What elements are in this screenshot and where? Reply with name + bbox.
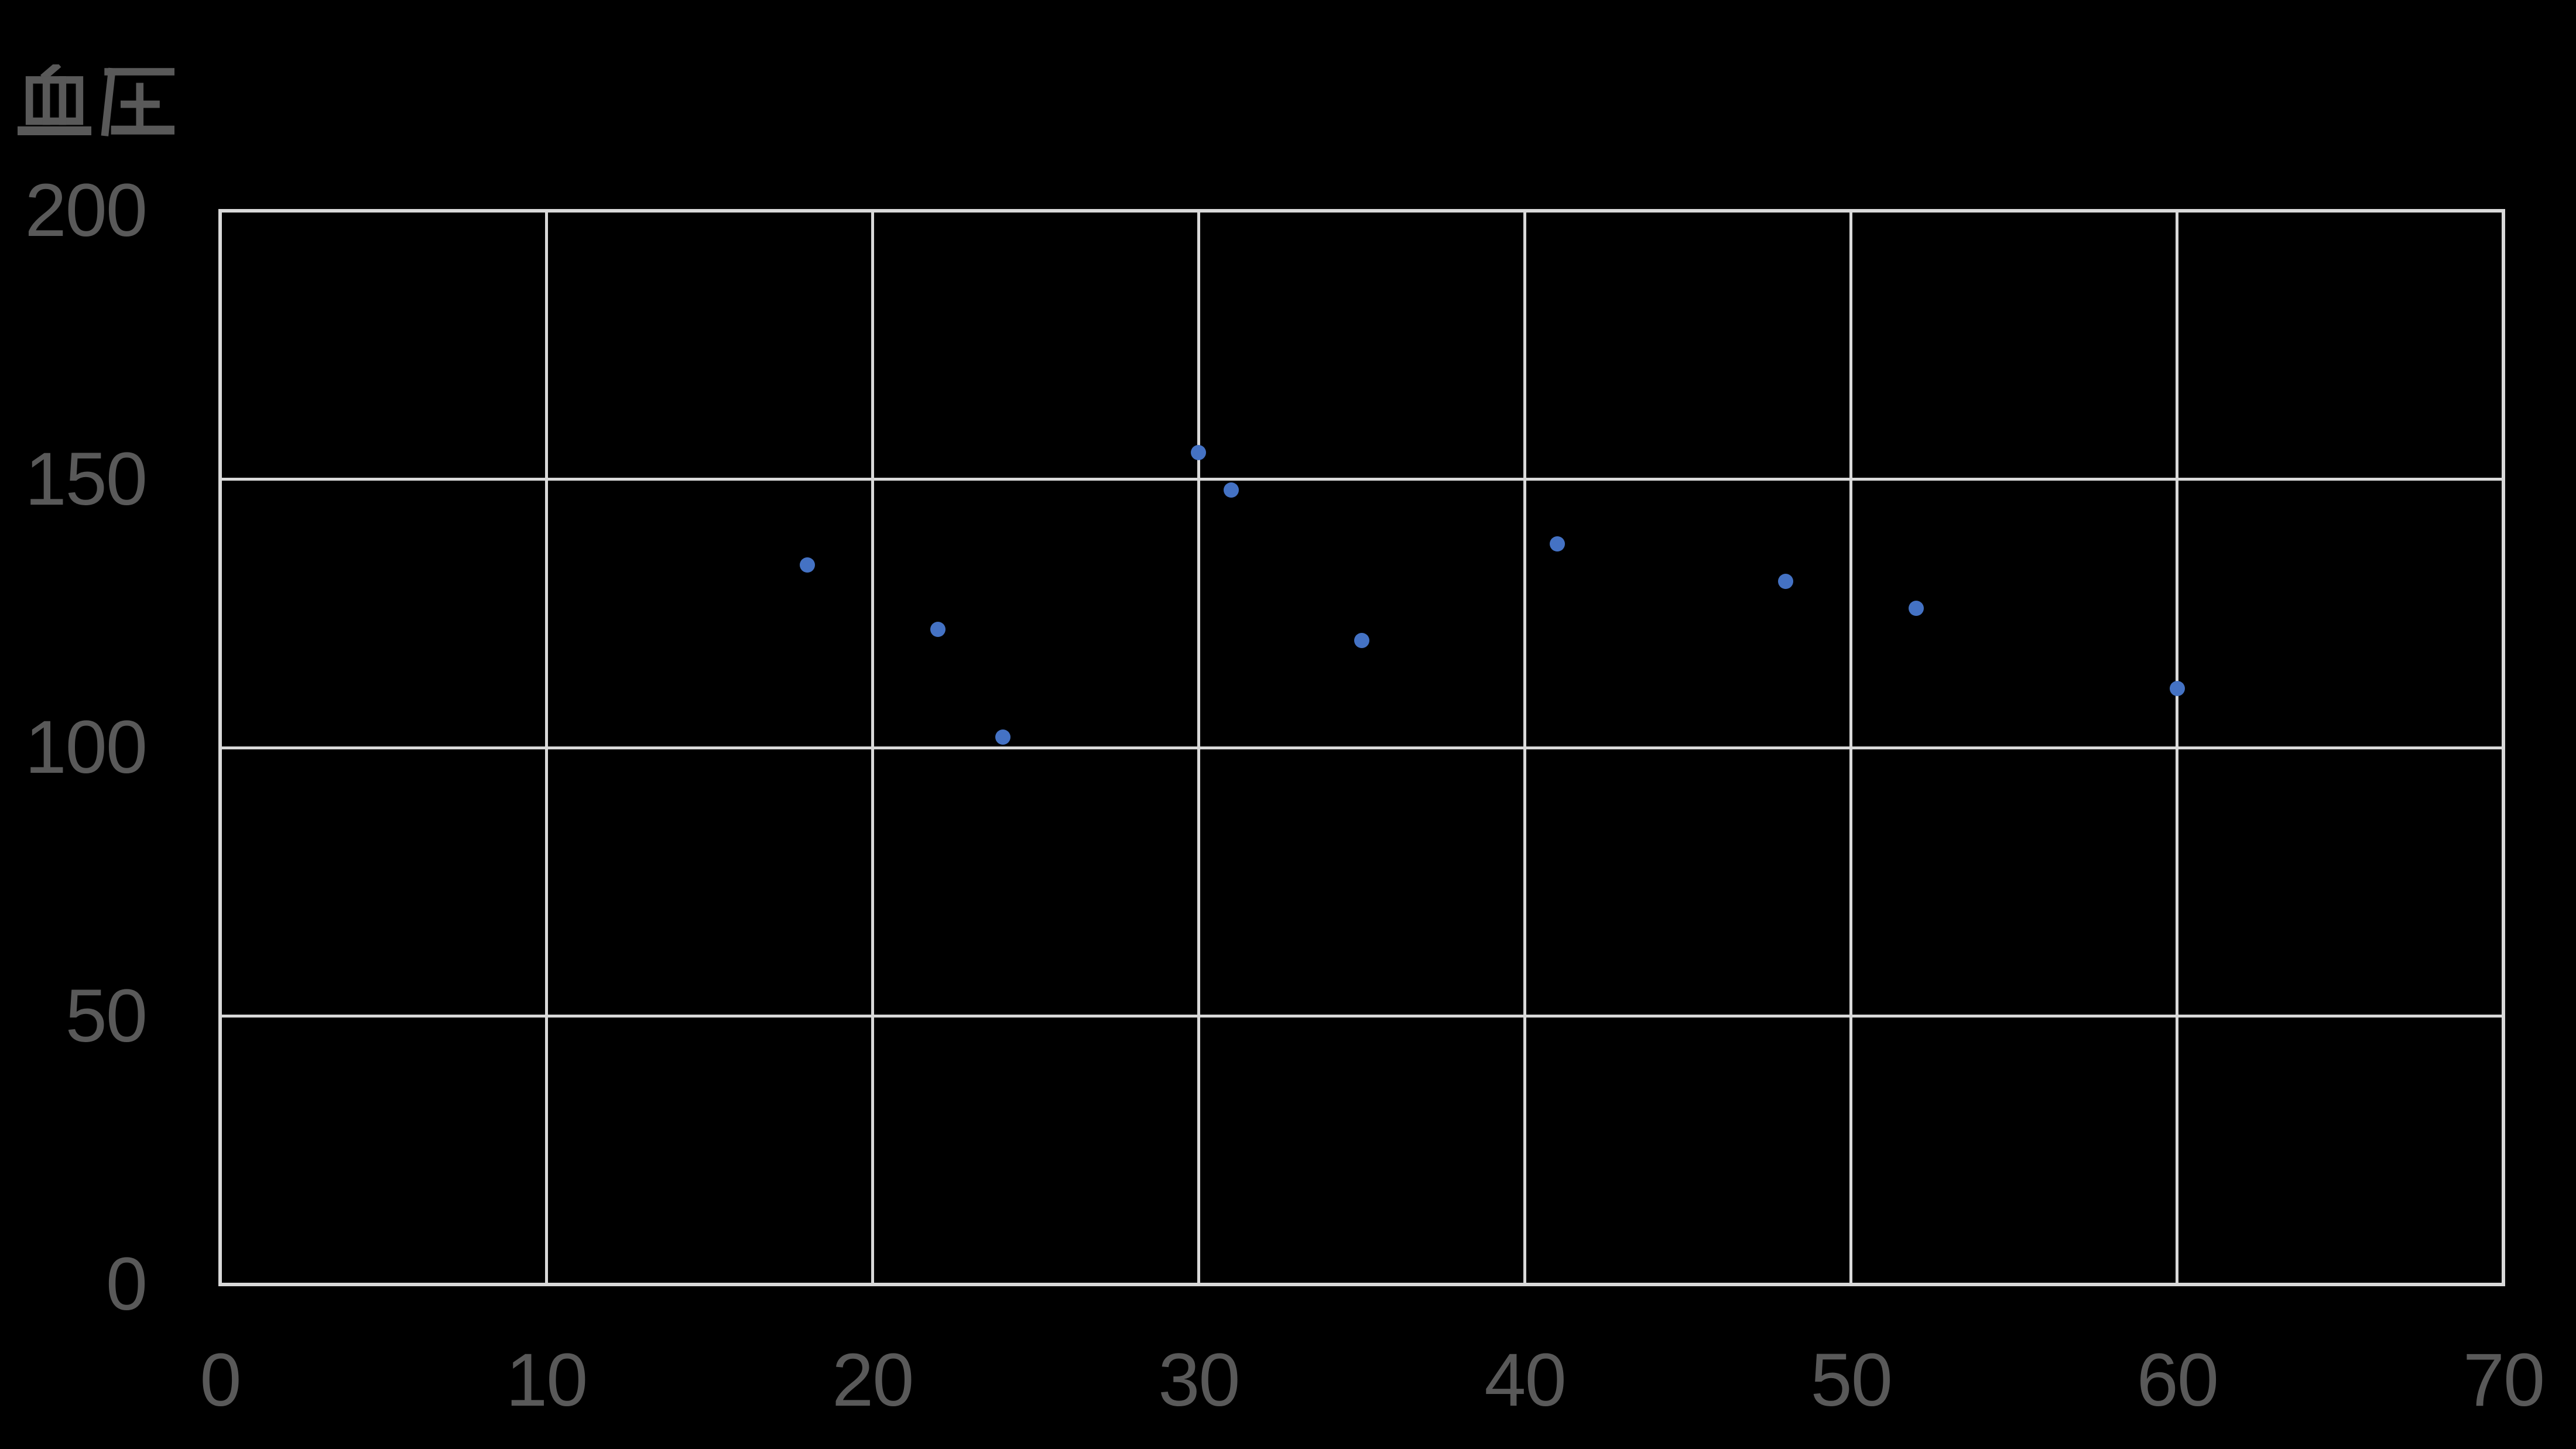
scatter-point[interactable] — [1191, 444, 1207, 460]
scatter-point[interactable] — [930, 622, 946, 638]
y-tick-label: 50 — [65, 974, 148, 1058]
horizontal-gridline — [220, 746, 2503, 749]
x-tick-label: 40 — [1484, 1338, 1566, 1422]
y-tick-label: 0 — [105, 1242, 148, 1326]
scatter-point[interactable] — [1909, 600, 1924, 616]
x-tick-label: 10 — [505, 1338, 588, 1422]
y-tick-label: 150 — [25, 437, 148, 521]
scatter-point[interactable] — [1224, 482, 1239, 498]
scatter-point[interactable] — [2169, 681, 2185, 697]
scatter-point[interactable] — [799, 557, 815, 573]
y-tick-label: 100 — [25, 705, 148, 789]
x-tick-label: 60 — [2136, 1338, 2219, 1422]
x-tick-label: 70 — [2462, 1338, 2545, 1422]
horizontal-gridline — [220, 1015, 2503, 1018]
y-tick-label: 200 — [25, 169, 148, 252]
scatter-point[interactable] — [1354, 632, 1369, 648]
x-tick-label: 30 — [1158, 1338, 1240, 1422]
kanji-chi-blood-icon — [18, 64, 91, 135]
x-tick-label: 0 — [200, 1338, 241, 1422]
x-tick-label: 50 — [1810, 1338, 1893, 1422]
scatter-point[interactable] — [995, 729, 1011, 745]
scatter-point[interactable] — [1550, 536, 1566, 551]
kanji-atsu-pressure-icon — [101, 67, 174, 136]
chart-title: 血圧 — [18, 64, 174, 138]
x-tick-label: 20 — [832, 1338, 914, 1422]
scatter-point[interactable] — [1778, 573, 1794, 589]
horizontal-gridline — [220, 478, 2503, 481]
